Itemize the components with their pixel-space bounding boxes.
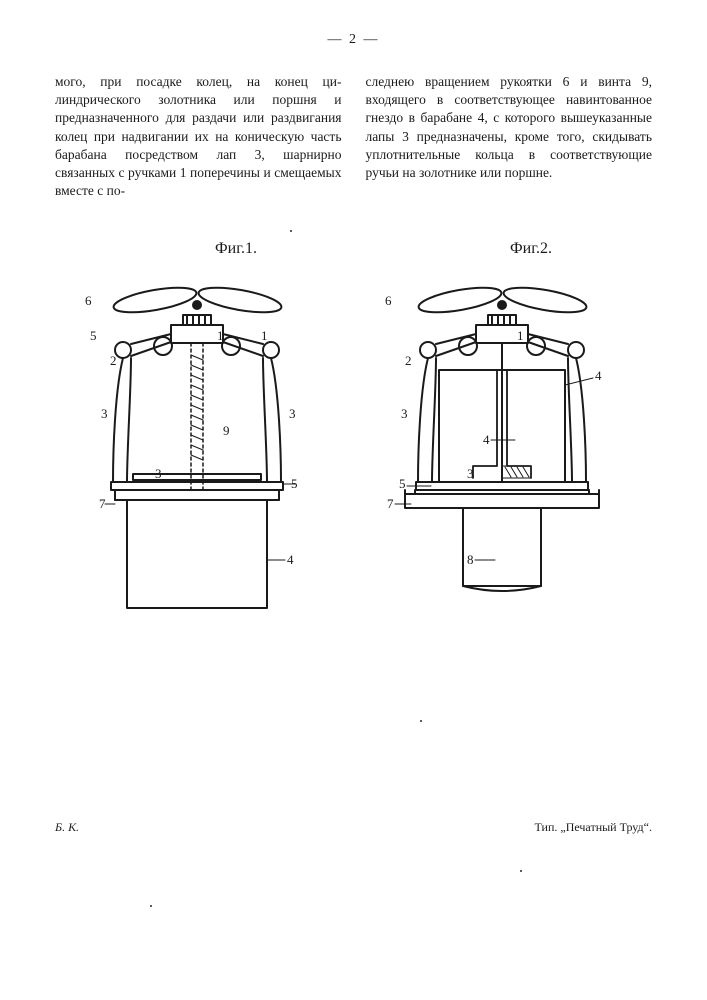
svg-text:3: 3 [155, 466, 162, 481]
svg-text:6: 6 [385, 293, 392, 308]
svg-text:4: 4 [595, 368, 602, 383]
fig2-label: Фиг.2. [510, 240, 552, 258]
footer-initials: Б. К. [55, 820, 79, 835]
svg-text:5: 5 [291, 476, 298, 491]
svg-text:3: 3 [101, 406, 108, 421]
speckle [150, 905, 152, 907]
svg-text:2: 2 [110, 353, 117, 368]
speckle [290, 230, 292, 232]
text-columns: мого, при посадке колец, на конец ци­лин… [55, 73, 652, 201]
svg-text:1: 1 [517, 328, 524, 343]
speckle [520, 870, 522, 872]
svg-text:7: 7 [387, 496, 394, 511]
svg-text:2: 2 [405, 353, 412, 368]
svg-text:3: 3 [401, 406, 408, 421]
right-column: следнею вращением рукоятки 6 и винта 9, … [366, 73, 653, 201]
svg-text:1: 1 [217, 328, 224, 343]
svg-text:4: 4 [287, 552, 294, 567]
svg-text:5: 5 [399, 476, 406, 491]
fig1-drawing: 6 5 2 1 1 3 3 9 3 5 7 4 [55, 260, 335, 640]
page-number: — 2 — [0, 32, 707, 48]
fig1-label: Фиг.1. [215, 240, 257, 258]
svg-text:3: 3 [467, 466, 474, 481]
left-column: мого, при посадке колец, на конец ци­лин… [55, 73, 342, 201]
svg-text:8: 8 [467, 552, 474, 567]
svg-text:7: 7 [99, 496, 106, 511]
svg-text:6: 6 [85, 293, 92, 308]
speckle [420, 720, 422, 722]
figures-area: Фиг.1. Фиг.2. [55, 240, 652, 670]
svg-text:9: 9 [223, 423, 230, 438]
svg-text:5: 5 [90, 328, 97, 343]
svg-text:3: 3 [289, 406, 296, 421]
footer-printer: Тип. „Печатный Труд“. [535, 820, 653, 835]
svg-text:1: 1 [261, 328, 268, 343]
svg-text:4: 4 [483, 432, 490, 447]
patent-page: — 2 — мого, при посадке колец, на конец … [0, 0, 707, 1000]
fig2-drawing: 6 2 1 3 4 4 3 5 7 8 [355, 260, 645, 640]
